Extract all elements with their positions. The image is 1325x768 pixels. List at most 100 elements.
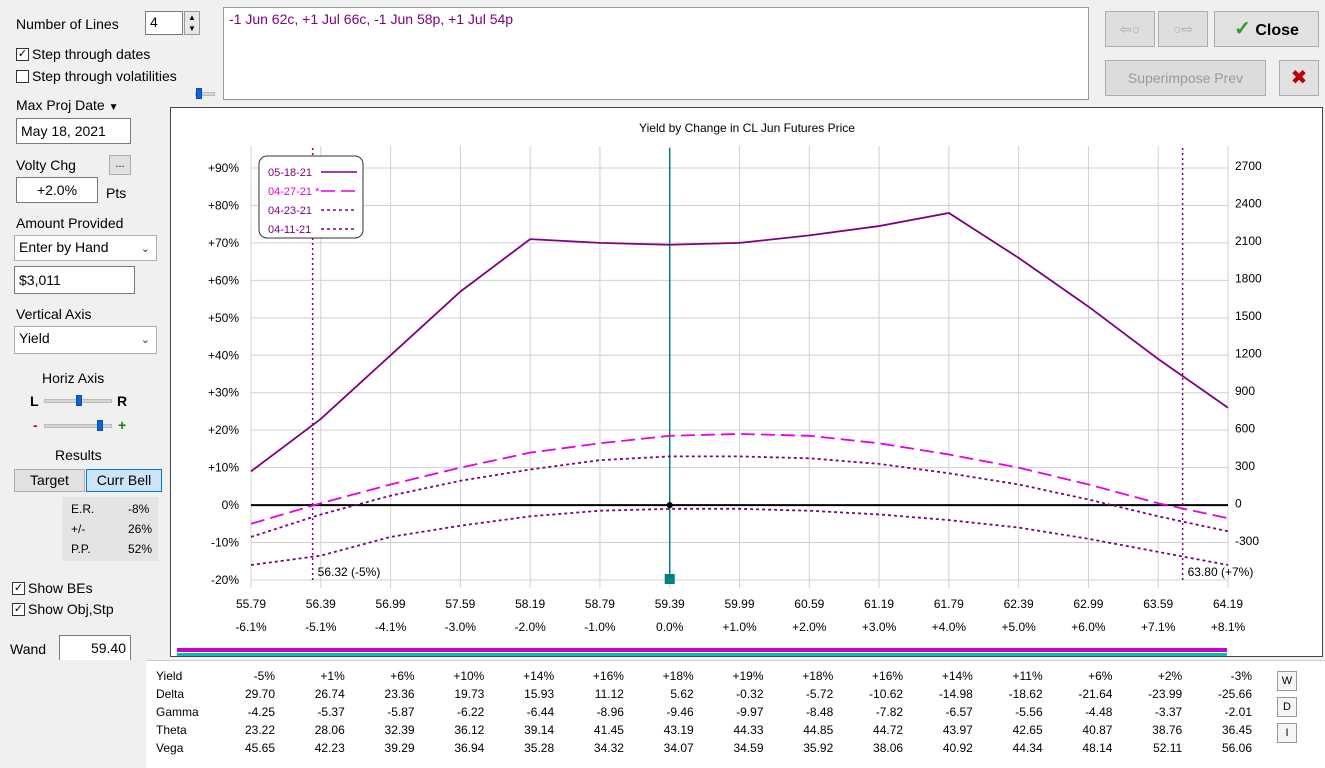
max-proj-date-input[interactable]: May 18, 2021 <box>16 118 131 144</box>
target-button[interactable]: Target <box>14 469 85 492</box>
close-icon: ✖ <box>1290 67 1308 89</box>
superimpose-prev-button[interactable]: Superimpose Prev <box>1105 60 1266 96</box>
side-button-i[interactable]: I <box>1277 723 1297 743</box>
x-pct-label: +1.0% <box>722 620 757 634</box>
x-tick-label: 62.99 <box>1073 597 1103 611</box>
x-pct-label: -3.0% <box>445 620 477 634</box>
greek-cell: -6.22 <box>456 705 485 719</box>
step-dates-label: Step through dates <box>32 46 151 62</box>
slider-thumb[interactable] <box>76 395 82 406</box>
vol-step-slider[interactable] <box>195 88 215 99</box>
side-button-d[interactable]: D <box>1277 697 1297 717</box>
step-dates-checkbox[interactable]: ✓ Step through dates <box>16 46 150 62</box>
left-strip <box>0 660 146 768</box>
cancel-button[interactable]: ✖ <box>1279 60 1319 96</box>
max-proj-date-label[interactable]: Max Proj Date ▼ <box>16 97 119 113</box>
close-button[interactable]: ✓ Close <box>1214 11 1319 47</box>
pm-label: +/- <box>71 522 86 536</box>
vertical-axis-label: Vertical Axis <box>16 306 92 322</box>
greek-cell: 11.12 <box>594 687 624 701</box>
num-lines-spinner[interactable]: ▲ ▼ <box>184 11 200 35</box>
vertical-axis-select[interactable]: Yield ⌄ <box>14 326 157 354</box>
greek-cell: 28.06 <box>314 723 345 737</box>
amount-mode-select[interactable]: Enter by Hand ⌄ <box>14 235 157 261</box>
greek-cell: -5% <box>253 669 275 683</box>
status-bar-cyan <box>177 653 1227 656</box>
greek-cell: 26.74 <box>314 687 345 701</box>
greek-cell: -5.37 <box>317 705 345 719</box>
y-tick-label: +30% <box>208 386 239 400</box>
x-pct-label: -1.0% <box>584 620 616 634</box>
y2-tick-label: 2100 <box>1235 234 1262 248</box>
greek-cell: 44.85 <box>803 723 834 737</box>
x-tick-label: 56.99 <box>376 597 406 611</box>
horiz-axis-slider[interactable] <box>44 395 112 406</box>
chart-svg: Yield by Change in CL Jun Futures Price +… <box>177 121 1262 656</box>
chevron-down-icon: ▼ <box>108 102 119 113</box>
volty-chg-input[interactable]: +2.0% <box>16 177 98 203</box>
breakeven-label: 63.80 (+7%) <box>1188 565 1254 579</box>
greek-cell: -18.62 <box>1008 687 1043 701</box>
step-vol-checkbox[interactable]: Step through volatilities <box>16 68 177 84</box>
greek-cell: 44.72 <box>873 723 904 737</box>
legend-label: 04-27-21 * <box>268 186 320 198</box>
greek-cell: +16% <box>592 669 624 683</box>
yield-chart[interactable]: Yield by Change in CL Jun Futures Price +… <box>170 107 1323 657</box>
greek-cell: 42.65 <box>1012 723 1043 737</box>
er-value: -8% <box>128 502 150 516</box>
slider-thumb[interactable] <box>97 420 103 431</box>
plus-label: + <box>118 417 127 433</box>
greeks-table: Yield -5% +1% +6% +10% +14% +16% +18% +19% +18% +1… <box>146 660 1325 768</box>
check-icon: ✓ <box>12 602 25 616</box>
show-bes-checkbox[interactable]: ✓ Show BEs <box>12 580 93 596</box>
greek-cell: -0.32 <box>736 687 764 701</box>
greek-cell: -6.44 <box>526 705 555 719</box>
side-button-w[interactable]: W <box>1277 671 1297 691</box>
greek-cell: 48.14 <box>1082 741 1113 755</box>
greek-cell: +19% <box>732 669 764 683</box>
volty-more-button[interactable]: ... <box>109 155 131 175</box>
series-line <box>250 455 1229 538</box>
greek-cell: -8.96 <box>596 705 624 719</box>
wand-input[interactable]: 59.40 <box>59 635 131 662</box>
num-lines-input[interactable]: 4 <box>145 11 183 35</box>
check-icon: ✓ <box>12 581 25 595</box>
x-tick-label: 61.19 <box>864 597 894 611</box>
y-tick-label: +40% <box>208 348 239 362</box>
amount-input[interactable]: $3,011 <box>14 266 135 294</box>
y2-tick-label: 1800 <box>1235 272 1262 286</box>
breakeven-label: 56.32 (-5%) <box>318 565 381 579</box>
x-tick-label: 63.59 <box>1143 597 1173 611</box>
x-tick-label: 59.39 <box>655 597 685 611</box>
horiz-axis-label: Horiz Axis <box>42 370 105 386</box>
current-price-marker <box>664 574 675 584</box>
position-textarea[interactable]: -1 Jun 62c, +1 Jul 66c, -1 Jun 58p, +1 J… <box>223 7 1089 100</box>
greek-cell: 41.45 <box>593 723 624 737</box>
zoom-slider[interactable] <box>44 420 112 431</box>
next-arrow-button[interactable]: ○⇨ <box>1158 11 1208 47</box>
y-tick-label: +50% <box>208 311 239 325</box>
x-tick-label: 59.99 <box>724 597 754 611</box>
legend-label: 04-11-21 <box>268 224 311 236</box>
greek-cell: 44.33 <box>733 723 764 737</box>
curr-bell-button[interactable]: Curr Bell <box>86 469 162 492</box>
amount-provided-label: Amount Provided <box>16 215 124 231</box>
greek-cell: 35.28 <box>524 741 555 755</box>
greek-cell: 43.19 <box>663 723 694 737</box>
prev-arrow-button[interactable]: ⇦○ <box>1105 11 1155 47</box>
greek-cell: -8.48 <box>805 705 834 719</box>
x-pct-label: -2.0% <box>514 620 546 634</box>
x-pct-label: 0.0% <box>656 620 684 634</box>
greek-cell: 39.29 <box>384 741 415 755</box>
slider-thumb[interactable] <box>196 88 202 99</box>
greek-cell: -5.72 <box>805 687 834 701</box>
legend-label: 05-18-21 <box>268 167 312 179</box>
y-tick-label: +90% <box>208 161 239 175</box>
x-pct-label: +2.0% <box>792 620 827 634</box>
y-tick-label: 0% <box>222 498 240 512</box>
greek-cell: +16% <box>872 669 904 683</box>
show-obj-checkbox[interactable]: ✓ Show Obj,Stp <box>12 601 114 617</box>
check-icon: ✓ <box>16 47 29 61</box>
y-tick-label: +60% <box>208 273 239 287</box>
greek-cell: -23.99 <box>1148 687 1183 701</box>
